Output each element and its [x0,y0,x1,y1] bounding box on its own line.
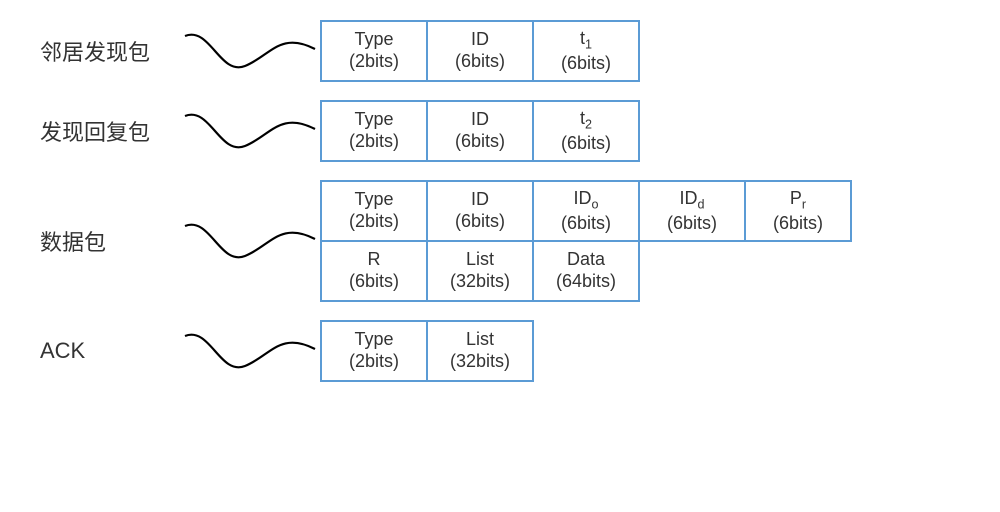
packet-fields-row: Type(2bits)List(32bits) [320,320,534,382]
field-name: List [466,329,494,351]
packet-diagram: 邻居发现包Type(2bits)ID(6bits)t1(6bits)发现回复包T… [40,20,960,382]
packet-field: ID(6bits) [426,180,534,242]
packet-field: R(6bits) [320,240,428,302]
packet-fields-row: R(6bits)List(32bits)Data(64bits) [320,242,852,302]
connector-squiggle [180,211,320,271]
packet-field: IDd(6bits) [638,180,746,242]
field-name: List [466,249,494,271]
packet-field: List(32bits) [426,240,534,302]
packet-field: t1(6bits) [532,20,640,82]
field-name: Data [567,249,605,271]
connector-squiggle [180,321,320,381]
packet-structure: Type(2bits)ID(6bits)IDo(6bits)IDd(6bits)… [320,180,852,302]
packet-fields-row: Type(2bits)ID(6bits)t1(6bits) [320,20,640,82]
packet-structure: Type(2bits)List(32bits) [320,320,534,382]
field-bits: (6bits) [561,53,611,75]
field-bits: (32bits) [450,271,510,293]
field-name: Type [354,29,393,51]
packet-label: 数据包 [40,225,200,257]
field-bits: (6bits) [561,213,611,235]
field-name: Type [354,109,393,131]
packet-structure: Type(2bits)ID(6bits)t2(6bits) [320,100,640,162]
packet-field: Pr(6bits) [744,180,852,242]
connector-squiggle [180,101,320,161]
field-name: R [368,249,381,271]
field-name: ID [471,109,489,131]
field-bits: (2bits) [349,131,399,153]
packet-field: Type(2bits) [320,320,428,382]
packet-field: ID(6bits) [426,20,534,82]
field-name: Type [354,329,393,351]
connector-squiggle [180,21,320,81]
field-bits: (6bits) [455,51,505,73]
field-name: IDd [679,188,704,213]
field-bits: (6bits) [667,213,717,235]
packet-row: 发现回复包Type(2bits)ID(6bits)t2(6bits) [40,100,960,162]
field-bits: (2bits) [349,351,399,373]
packet-field: Type(2bits) [320,180,428,242]
packet-structure: Type(2bits)ID(6bits)t1(6bits) [320,20,640,82]
field-name: Pr [790,188,806,213]
packet-field: t2(6bits) [532,100,640,162]
field-bits: (6bits) [561,133,611,155]
field-bits: (6bits) [349,271,399,293]
field-bits: (2bits) [349,51,399,73]
field-name: ID [471,29,489,51]
field-bits: (6bits) [455,211,505,233]
packet-field: Type(2bits) [320,20,428,82]
field-name: ID [471,189,489,211]
field-name: t1 [580,28,592,53]
field-bits: (6bits) [773,213,823,235]
packet-label: ACK [40,338,200,364]
field-name: IDo [573,188,598,213]
packet-field: IDo(6bits) [532,180,640,242]
packet-field: Data(64bits) [532,240,640,302]
packet-field: ID(6bits) [426,100,534,162]
field-bits: (6bits) [455,131,505,153]
packet-fields-row: Type(2bits)ID(6bits)t2(6bits) [320,100,640,162]
packet-row: 邻居发现包Type(2bits)ID(6bits)t1(6bits) [40,20,960,82]
packet-label: 发现回复包 [40,115,200,147]
packet-fields-row: Type(2bits)ID(6bits)IDo(6bits)IDd(6bits)… [320,180,852,242]
field-name: Type [354,189,393,211]
field-name: t2 [580,108,592,133]
field-bits: (32bits) [450,351,510,373]
field-bits: (64bits) [556,271,616,293]
packet-row: 数据包Type(2bits)ID(6bits)IDo(6bits)IDd(6bi… [40,180,960,302]
packet-field: Type(2bits) [320,100,428,162]
packet-field: List(32bits) [426,320,534,382]
packet-row: ACKType(2bits)List(32bits) [40,320,960,382]
packet-label: 邻居发现包 [40,35,200,67]
field-bits: (2bits) [349,211,399,233]
